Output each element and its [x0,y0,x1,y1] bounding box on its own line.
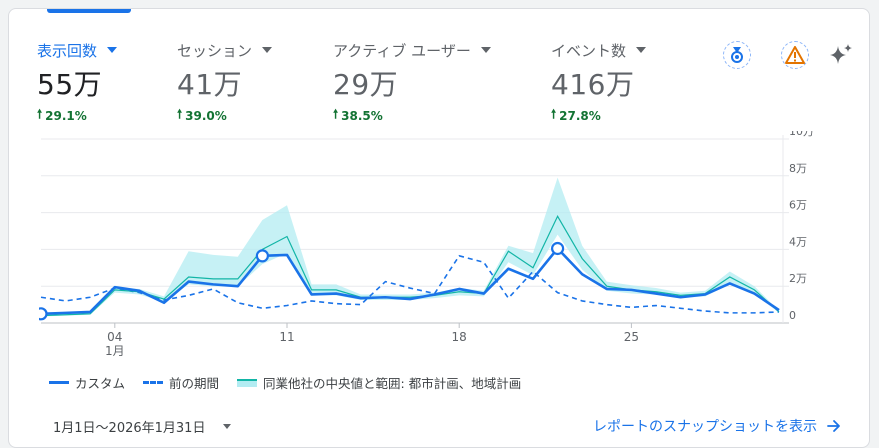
data-point-marker [257,250,268,261]
metric-value: 29万 [333,63,491,103]
metric-tab-active-users[interactable]: アクティブ ユーザー 29万 🠕 38.5% [333,39,491,126]
metric-label: セッション [177,40,252,61]
metric-tab-views[interactable]: 表示回数 55万 🠕 29.1% [37,39,117,126]
legend-swatch-dashed [143,381,163,384]
x-tick-label: 11 [279,330,294,344]
data-point-marker [552,243,563,254]
legend-swatch-band [237,379,257,387]
metric-tab-sessions[interactable]: セッション 41万 🠕 39.0% [177,39,272,126]
y-tick-label: 2万 [789,272,807,285]
legend-label: 前の期間 [169,373,219,392]
previous-period-line [41,256,779,313]
date-range-label: 1月1日～2026年1月31日 [53,417,205,436]
metric-change-value: 29.1% [45,109,87,123]
warning-triangle-icon[interactable] [781,41,809,69]
metric-change: 🠕 27.8% [551,105,646,126]
metric-change-value: 39.0% [185,109,227,123]
metric-label: イベント数 [551,40,626,61]
overview-card: 表示回数 55万 🠕 29.1% セッション 41万 🠕 39.0% アクティブ… [8,8,870,448]
date-range-selector[interactable]: 1月1日～2026年1月31日 [53,417,231,436]
metric-value: 416万 [551,63,646,103]
current-series-line [41,248,779,313]
caret-down-icon[interactable] [223,424,231,429]
metric-header[interactable]: 表示回数 [37,39,117,61]
report-link-label: レポートのスナップショットを表示 [593,416,817,436]
metric-label: アクティブ ユーザー [333,40,471,61]
metric-tab-event-count[interactable]: イベント数 416万 🠕 27.8% [551,39,646,126]
legend-item-previous[interactable]: 前の期間 [143,373,219,392]
arrow-up-icon: 🠕 [333,105,338,126]
ribbon-badge-icon[interactable] [723,41,751,69]
x-tick-sublabel: 1月 [105,344,125,358]
metric-change-value: 27.8% [559,109,601,123]
y-tick-label: 4万 [789,235,807,248]
legend-item-benchmark[interactable]: 同業他社の中央値と範囲: 都市計画、地域計画 [237,373,521,392]
caret-down-icon[interactable] [481,47,491,53]
y-tick-label: 6万 [789,199,807,212]
legend-swatch-solid [49,381,69,384]
x-tick-label: 25 [624,330,639,344]
metric-change: 🠕 39.0% [177,105,272,126]
data-point-marker [39,308,47,319]
legend-label: カスタム [75,373,125,392]
caret-down-icon[interactable] [107,47,117,53]
metric-header[interactable]: セッション [177,39,272,61]
arrow-up-icon: 🠕 [177,105,182,126]
arrow-up-icon: 🠕 [551,105,556,126]
metric-label: 表示回数 [37,40,97,61]
chart-area: 0 2万 4万 6万 8万 10万 04 1月 11 18 25 [39,131,839,371]
metric-change: 🠕 38.5% [333,105,491,126]
metric-value: 55万 [37,63,117,103]
metric-change: 🠕 29.1% [37,105,117,126]
arrow-right-icon [827,419,841,433]
x-tick-label: 18 [452,330,467,344]
legend-item-current[interactable]: カスタム [49,373,125,392]
y-tick-label: 10万 [789,131,814,138]
benchmark-median-line [41,216,779,315]
caret-down-icon[interactable] [262,47,272,53]
active-tab-indicator [47,9,131,13]
metric-header[interactable]: イベント数 [551,39,646,61]
view-report-snapshot-link[interactable]: レポートのスナップショットを表示 [593,416,841,436]
x-tick-label: 04 [107,330,122,344]
caret-down-icon[interactable] [636,47,646,53]
metric-change-value: 38.5% [341,109,383,123]
chart-legend: カスタム 前の期間 同業他社の中央値と範囲: 都市計画、地域計画 [49,373,521,392]
metric-value: 41万 [177,63,272,103]
legend-label: 同業他社の中央値と範囲: 都市計画、地域計画 [263,373,521,392]
y-tick-label: 0 [789,309,796,322]
sparkle-icon[interactable] [827,41,855,69]
y-tick-label: 8万 [789,162,807,175]
metric-header[interactable]: アクティブ ユーザー [333,39,491,61]
arrow-up-icon: 🠕 [37,105,42,126]
